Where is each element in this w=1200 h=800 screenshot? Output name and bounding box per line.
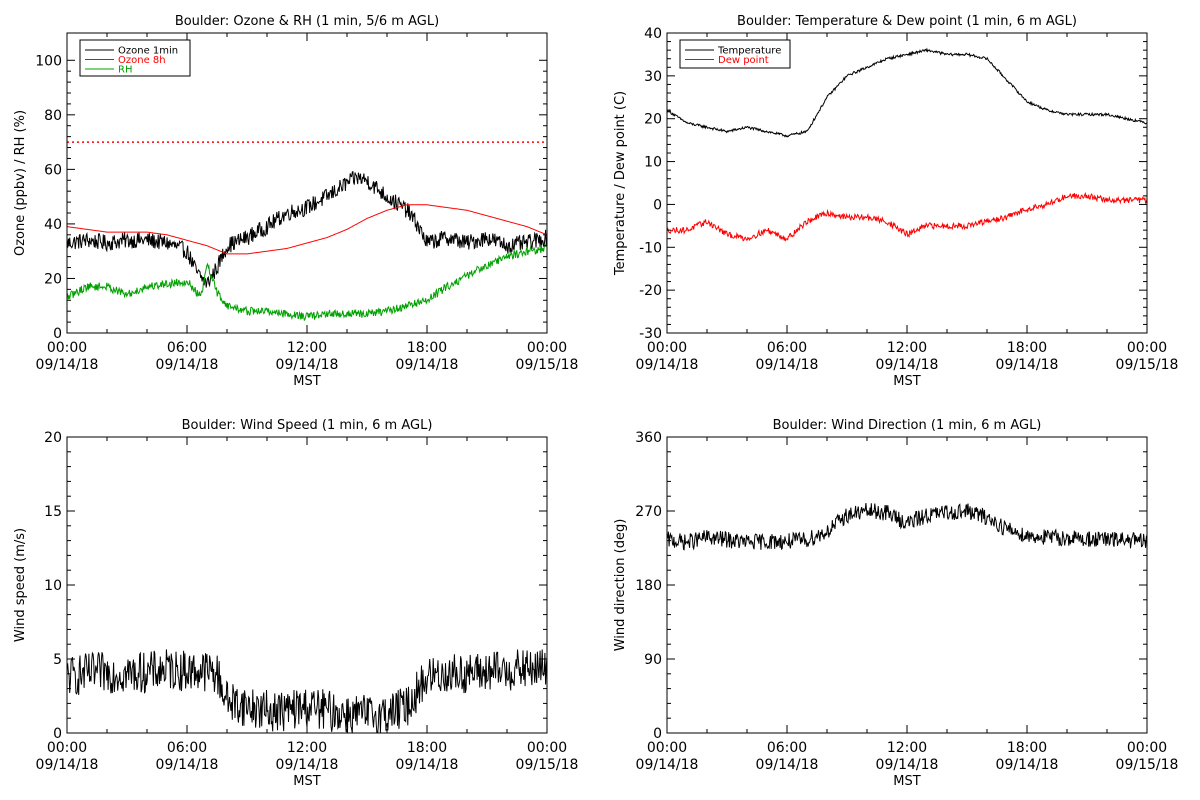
y-tick-label: 0 [653, 197, 662, 213]
legend-label: Ozone 8h [118, 55, 166, 66]
legend-label: Ozone 1min [118, 46, 178, 57]
plot-frame [666, 436, 1148, 734]
x-tick-label-date: 09/15/18 [1116, 757, 1179, 773]
x-tick-label-date: 09/14/18 [36, 757, 99, 773]
x-tick-label-date: 09/14/18 [996, 357, 1059, 373]
x-tick-label-time: 00:00 [47, 740, 87, 756]
y-tick-label: 60 [44, 162, 62, 178]
y-tick-label: 10 [644, 155, 662, 171]
x-tick-label-time: 12:00 [887, 740, 927, 756]
y-axis-label: Ozone (ppbv) / RH (%) [13, 110, 28, 256]
x-tick-label-time: 06:00 [767, 340, 807, 356]
legend-label: Dew point [718, 55, 769, 66]
x-tick-label-time: 18:00 [407, 340, 447, 356]
chart-title: Boulder: Temperature & Dew point (1 min,… [737, 14, 1077, 29]
series-line-1 [667, 502, 1147, 551]
x-tick-label-time: 00:00 [47, 340, 87, 356]
series-line-2 [667, 191, 1147, 242]
x-tick-label-date: 09/14/18 [876, 757, 939, 773]
x-tick-label-time: 06:00 [167, 740, 207, 756]
x-tick-label-date: 09/15/18 [1116, 357, 1179, 373]
y-tick-label: 0 [53, 726, 62, 742]
x-tick-label-time: 12:00 [287, 740, 327, 756]
x-tick-label-time: 18:00 [1007, 740, 1047, 756]
plot-frame [66, 32, 548, 334]
x-tick-label-time: 12:00 [887, 340, 927, 356]
y-tick-label: 10 [44, 578, 62, 594]
x-tick-label-time: 18:00 [407, 740, 447, 756]
x-tick-label-time: 06:00 [167, 340, 207, 356]
y-tick-label: -20 [639, 283, 662, 299]
x-tick-label-time: 00:00 [1127, 340, 1167, 356]
y-tick-label: 0 [653, 726, 662, 742]
x-tick-label-time: 12:00 [287, 340, 327, 356]
plot-frame [666, 32, 1148, 334]
y-tick-label: -30 [639, 326, 662, 342]
x-tick-label-date: 09/14/18 [996, 757, 1059, 773]
x-tick-label-date: 09/14/18 [396, 757, 459, 773]
y-tick-label: 30 [644, 69, 662, 85]
x-tick-label-date: 09/14/18 [876, 357, 939, 373]
chart-panel-1: Boulder: Ozone & RH (1 min, 5/6 m AGL) 0 2… [13, 14, 578, 389]
y-tick-label: 90 [644, 652, 662, 668]
plot-frame [66, 436, 548, 734]
chart-title: Boulder: Ozone & RH (1 min, 5/6 m AGL) [175, 14, 439, 29]
x-tick-label-date: 09/14/18 [156, 357, 219, 373]
x-tick-label-time: 00:00 [647, 340, 687, 356]
y-axis-label: Wind direction (deg) [613, 519, 628, 652]
chart-panel-2: Boulder: Temperature & Dew point (1 min,… [613, 14, 1178, 389]
x-tick-label-time: 00:00 [527, 340, 567, 356]
y-tick-label: 20 [44, 271, 62, 287]
y-tick-label: 15 [44, 504, 62, 520]
legend-label: Temperature [717, 46, 781, 57]
chart-title: Boulder: Wind Direction (1 min, 6 m AGL) [773, 418, 1042, 433]
x-tick-label-time: 06:00 [767, 740, 807, 756]
x-tick-label-date: 09/14/18 [756, 357, 819, 373]
chart-title: Boulder: Wind Speed (1 min, 6 m AGL) [182, 418, 433, 433]
y-tick-label: 5 [53, 652, 62, 668]
x-tick-label-time: 18:00 [1007, 340, 1047, 356]
x-tick-label-date: 09/15/18 [516, 357, 579, 373]
y-tick-label: 40 [644, 26, 662, 42]
y-tick-label: 20 [644, 112, 662, 128]
x-tick-label-date: 09/15/18 [516, 757, 579, 773]
x-tick-label-date: 09/14/18 [276, 757, 339, 773]
x-tick-label-date: 09/14/18 [36, 357, 99, 373]
x-tick-label-time: 00:00 [1127, 740, 1167, 756]
y-tick-label: 270 [635, 504, 662, 520]
y-tick-label: 20 [44, 430, 62, 446]
x-axis-label: MST [293, 774, 320, 789]
x-tick-label-date: 09/14/18 [396, 357, 459, 373]
series-line-2 [67, 204, 547, 255]
y-tick-label: 80 [44, 108, 62, 124]
y-axis-label: Wind speed (m/s) [13, 528, 28, 642]
x-tick-label-time: 00:00 [527, 740, 567, 756]
y-tick-label: 180 [635, 578, 662, 594]
series-line-1 [67, 649, 547, 733]
chart-panel-3: Boulder: Wind Speed (1 min, 6 m AGL) 0 5 10… [13, 418, 578, 789]
x-axis-label: MST [893, 374, 920, 389]
y-tick-label: 0 [53, 326, 62, 342]
chart-panel-4: Boulder: Wind Direction (1 min, 6 m AGL)… [613, 418, 1178, 789]
series-line-3 [67, 244, 547, 322]
y-tick-label: -10 [639, 240, 662, 256]
x-axis-label: MST [293, 374, 320, 389]
x-tick-label-date: 09/14/18 [156, 757, 219, 773]
y-tick-label: 360 [635, 430, 662, 446]
x-tick-label-date: 09/14/18 [636, 357, 699, 373]
x-tick-label-date: 09/14/18 [276, 357, 339, 373]
y-axis-label: Temperature / Dew point (C) [613, 91, 628, 276]
y-tick-label: 100 [35, 53, 62, 69]
x-tick-label-time: 00:00 [647, 740, 687, 756]
series-line-1 [67, 170, 547, 288]
series-line-1 [667, 47, 1147, 138]
x-tick-label-date: 09/14/18 [636, 757, 699, 773]
y-tick-label: 40 [44, 217, 62, 233]
x-axis-label: MST [893, 774, 920, 789]
legend-label: RH [118, 65, 132, 76]
x-tick-label-date: 09/14/18 [756, 757, 819, 773]
